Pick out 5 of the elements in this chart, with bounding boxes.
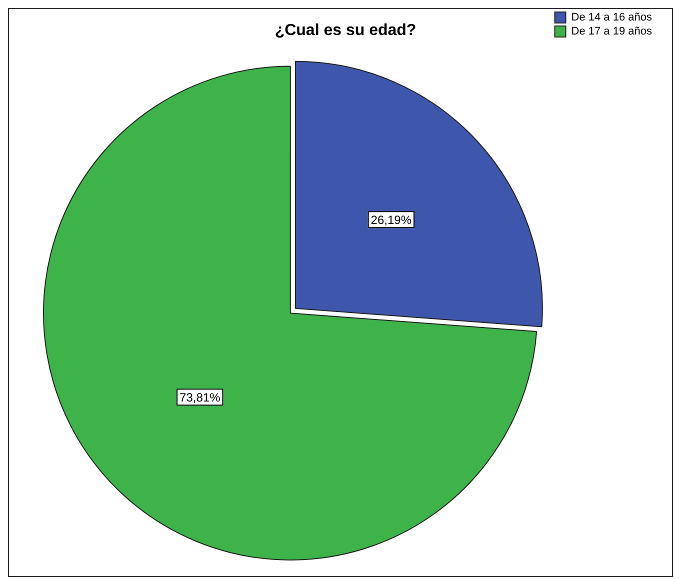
data-label: 26,19%: [370, 212, 412, 227]
data-label: 73,81%: [180, 390, 221, 404]
legend-label: De 14 a 16 años: [571, 12, 652, 24]
legend-label: De 17 a 19 años: [571, 26, 652, 38]
text: ¿Cual es su edad?: [274, 22, 416, 40]
